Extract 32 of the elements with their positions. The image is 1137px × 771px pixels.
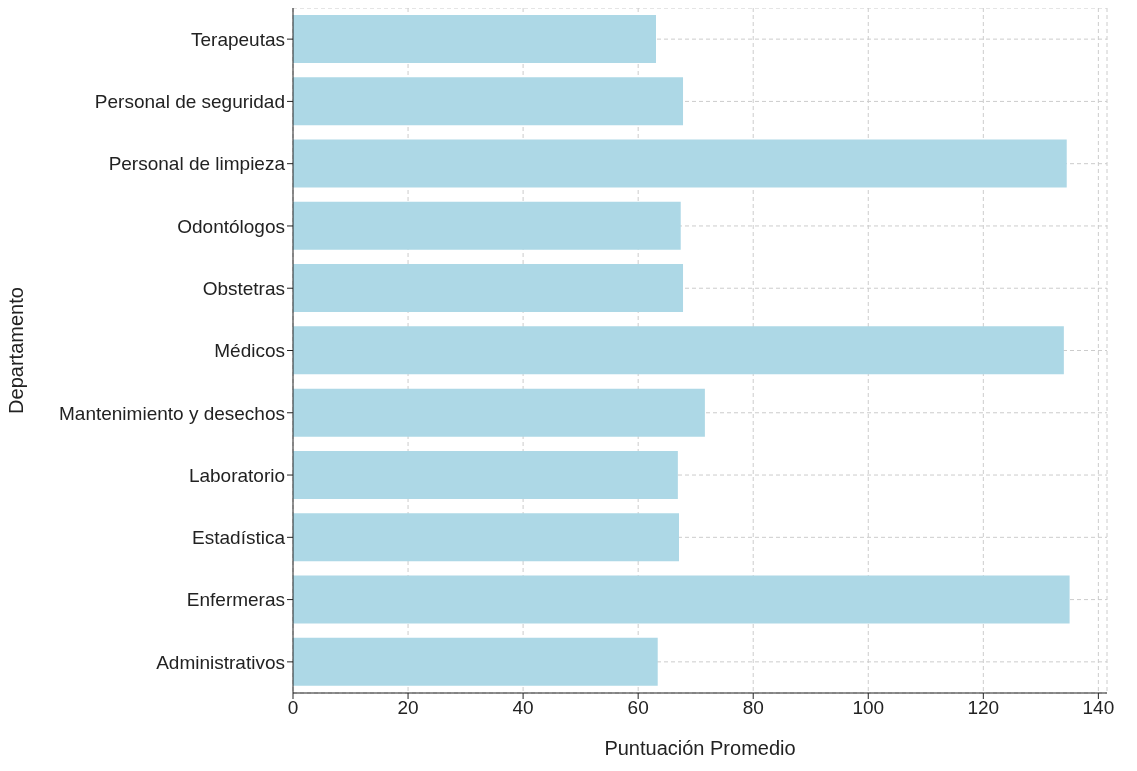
bar <box>293 637 658 686</box>
y-tick-label: Mantenimiento y desechos <box>58 402 285 424</box>
y-tick-label: Obstetras <box>202 277 285 299</box>
x-tick-label: 20 <box>397 697 419 719</box>
x-tick-label: 0 <box>287 697 299 719</box>
bar <box>293 77 684 126</box>
x-tick-label: 80 <box>742 697 764 719</box>
y-tick-label: Terapeutas <box>190 28 285 50</box>
bar <box>293 139 1067 188</box>
y-tick-label: Odontólogos <box>177 215 285 237</box>
bar <box>293 513 679 562</box>
bar <box>293 388 705 437</box>
x-tick-label: 60 <box>627 697 649 719</box>
y-tick-label: Enfermeras <box>186 589 285 611</box>
y-tick-label: Personal de limpieza <box>108 153 286 175</box>
bar <box>293 326 1064 375</box>
bar <box>293 450 678 499</box>
x-axis-title: Puntuación Promedio <box>604 737 796 760</box>
x-tick-label: 120 <box>967 697 1000 719</box>
bar <box>293 264 684 313</box>
y-tick-label: Estadística <box>192 527 286 549</box>
bar <box>293 575 1070 624</box>
y-tick-label: Laboratorio <box>188 464 285 486</box>
bar <box>293 15 656 63</box>
bar <box>293 201 681 250</box>
y-axis-title: Departamento <box>5 287 28 414</box>
y-tick-label: Personal de seguridad <box>94 91 285 113</box>
x-tick-label: 40 <box>512 697 534 719</box>
y-tick-label: Médicos <box>214 340 285 362</box>
x-tick-label: 140 <box>1082 697 1115 719</box>
y-tick-label: Administrativos <box>156 651 285 673</box>
x-tick-label: 100 <box>852 697 885 719</box>
